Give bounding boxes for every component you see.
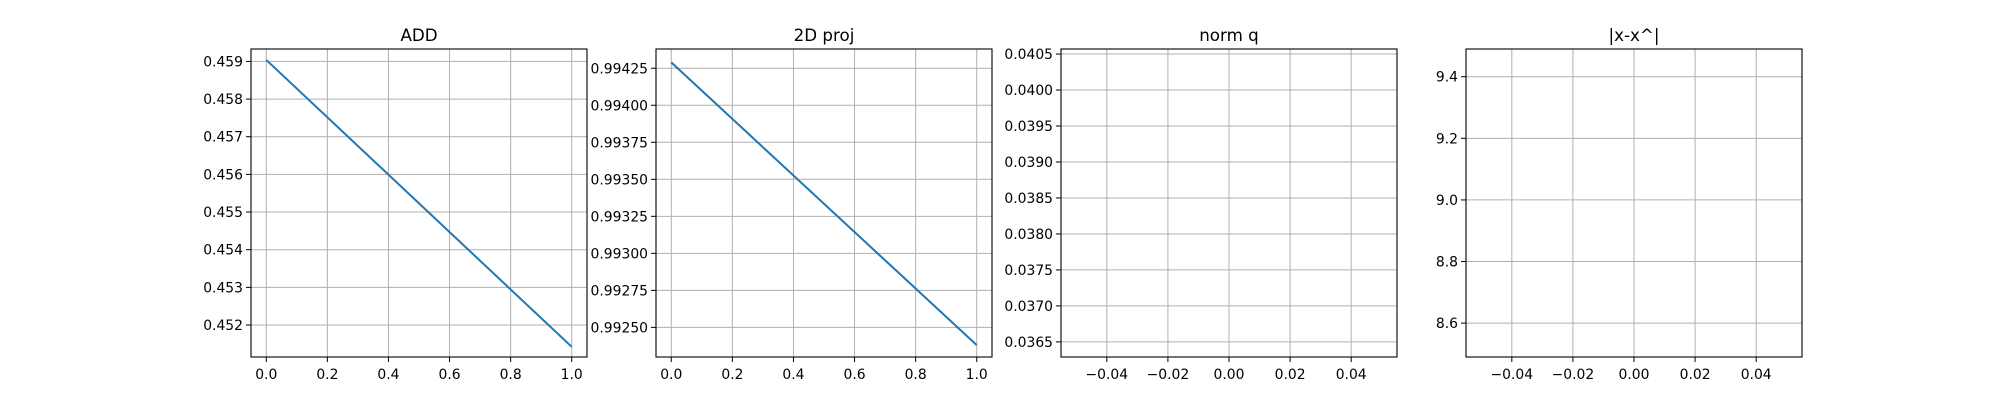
subplot-norm-q: norm q −0.04 −0.02 0.00 0.02 0.04 0.0365 0.037… bbox=[1004, 25, 1398, 383]
y-tick-label: 0.99400 bbox=[591, 98, 648, 114]
x-tick-label: 0.2 bbox=[721, 367, 743, 383]
chart-title: norm q bbox=[1199, 25, 1259, 45]
y-tick-label: 0.0395 bbox=[1004, 119, 1053, 135]
x-tick-label: 0.04 bbox=[1336, 367, 1367, 383]
y-tick-label: 0.0385 bbox=[1004, 191, 1053, 207]
y-tick-label: 0.99275 bbox=[591, 283, 648, 299]
axes-frame bbox=[250, 48, 588, 358]
x-tick-label: 0.00 bbox=[1619, 367, 1650, 383]
y-tick-label: 0.0405 bbox=[1004, 47, 1053, 63]
y-tick-label: 0.99325 bbox=[591, 209, 648, 225]
x-tick-label: 0.6 bbox=[843, 367, 865, 383]
x-tick-label: 0.8 bbox=[500, 367, 522, 383]
x-tick-label: 0.02 bbox=[1275, 367, 1306, 383]
x-tick-label: −0.04 bbox=[1086, 367, 1129, 383]
chart-title: ADD bbox=[400, 25, 437, 45]
subplot-add: ADD 0.0 0.2 0.4 0.6 0.8 1.0 0.452 0.453 0.454 0.4… bbox=[203, 25, 588, 383]
x-tick-label: 0.0 bbox=[660, 367, 682, 383]
x-tick-label: 1.0 bbox=[561, 367, 583, 383]
y-tick-label: 9.4 bbox=[1436, 70, 1458, 86]
x-tick-label: 0.0 bbox=[255, 367, 277, 383]
x-tick-label: −0.02 bbox=[1552, 367, 1595, 383]
y-tick-label: 0.457 bbox=[203, 130, 243, 146]
y-tick-label: 0.452 bbox=[203, 318, 243, 334]
x-tick-label: −0.02 bbox=[1147, 367, 1190, 383]
series-line bbox=[670, 61, 978, 346]
axes-frame bbox=[655, 48, 993, 358]
x-tick-label: 0.6 bbox=[438, 367, 460, 383]
subplot-x-error: |x-x^| −0.04 −0.02 0.00 0.02 0.04 8.6 8.8 9.0 9.… bbox=[1436, 25, 1803, 383]
y-tick-label: 0.0370 bbox=[1004, 299, 1053, 315]
y-tick-label: 0.0400 bbox=[1004, 83, 1053, 99]
x-tick-label: 0.8 bbox=[905, 367, 927, 383]
chart-title: |x-x^| bbox=[1609, 25, 1660, 45]
y-tick-label: 0.99300 bbox=[591, 246, 648, 262]
subplot-2d-proj: 2D proj 0.0 0.2 0.4 0.6 0.8 1.0 0.99250 0.99275… bbox=[591, 25, 993, 383]
y-tick-label: 0.455 bbox=[203, 205, 243, 221]
series-line bbox=[265, 59, 573, 348]
y-tick-label: 0.0390 bbox=[1004, 155, 1053, 171]
y-tick-label: 0.456 bbox=[203, 167, 243, 183]
x-tick-label: 0.00 bbox=[1214, 367, 1245, 383]
y-tick-label: 8.8 bbox=[1436, 255, 1458, 271]
chart-title: 2D proj bbox=[794, 25, 855, 45]
y-tick-label: 0.99350 bbox=[591, 172, 648, 188]
y-tick-label: 0.454 bbox=[203, 243, 243, 259]
x-tick-label: −0.04 bbox=[1491, 367, 1534, 383]
y-tick-label: 0.99425 bbox=[591, 61, 648, 77]
y-tick-label: 0.458 bbox=[203, 92, 243, 108]
x-tick-label: 0.4 bbox=[782, 367, 804, 383]
y-tick-label: 0.0375 bbox=[1004, 263, 1053, 279]
y-tick-label: 9.2 bbox=[1436, 131, 1458, 147]
x-tick-label: 0.04 bbox=[1741, 367, 1772, 383]
x-tick-label: 0.02 bbox=[1680, 367, 1711, 383]
y-tick-label: 0.0365 bbox=[1004, 335, 1053, 351]
y-tick-label: 0.459 bbox=[203, 54, 243, 70]
y-tick-label: 0.99375 bbox=[591, 135, 648, 151]
y-tick-label: 0.0380 bbox=[1004, 227, 1053, 243]
x-tick-label: 0.2 bbox=[316, 367, 338, 383]
y-tick-label: 0.453 bbox=[203, 280, 243, 296]
y-tick-label: 9.0 bbox=[1436, 193, 1458, 209]
y-tick-label: 8.6 bbox=[1436, 316, 1458, 332]
x-tick-label: 0.4 bbox=[377, 367, 399, 383]
y-tick-label: 0.99250 bbox=[591, 320, 648, 336]
x-tick-label: 1.0 bbox=[966, 367, 988, 383]
